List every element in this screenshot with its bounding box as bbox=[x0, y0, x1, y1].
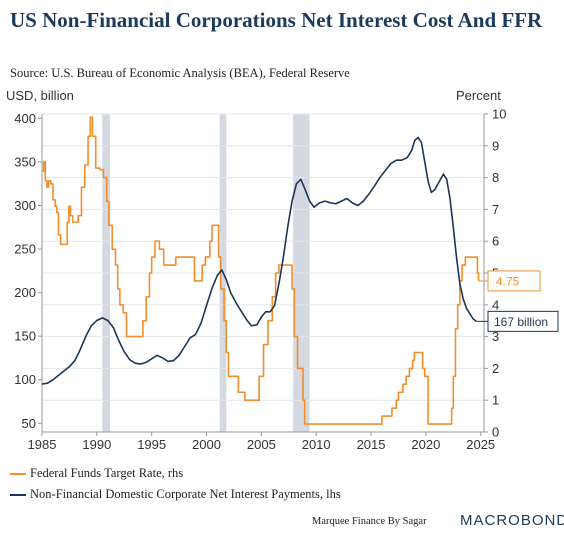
macrobond-logo: MACROBOND bbox=[460, 512, 564, 529]
x-tick-label-1990: 1990 bbox=[82, 437, 111, 452]
right-tick-label-4: 4 bbox=[492, 297, 499, 312]
left-tick-label-100: 100 bbox=[14, 372, 36, 387]
x-tick-label-1995: 1995 bbox=[137, 437, 166, 452]
x-tick-label-2005: 2005 bbox=[247, 437, 276, 452]
legend-label-interest: Non-Financial Domestic Corporate Net Int… bbox=[30, 487, 341, 501]
left-tick-label-400: 400 bbox=[14, 111, 36, 126]
x-tick-label-2000: 2000 bbox=[192, 437, 221, 452]
legend-swatch-interest bbox=[10, 493, 26, 496]
right-tick-label-10: 10 bbox=[492, 107, 506, 122]
interest-end-label: 167 billion bbox=[494, 315, 548, 329]
ffr-end-box bbox=[487, 270, 541, 292]
left-tick-label-250: 250 bbox=[14, 242, 36, 257]
x-tick-label-2010: 2010 bbox=[302, 437, 331, 452]
legend-swatch-ffr bbox=[10, 472, 26, 475]
x-tick-label-2025: 2025 bbox=[466, 437, 495, 452]
chart-source: Source: U.S. Bureau of Economic Analysis… bbox=[10, 66, 350, 80]
left-tick-label-50: 50 bbox=[22, 416, 36, 431]
chart-title: US Non-Financial Corporations Net Intere… bbox=[10, 8, 543, 32]
right-tick-label-8: 8 bbox=[492, 170, 499, 185]
x-tick-label-2015: 2015 bbox=[357, 437, 386, 452]
right-tick-label-9: 9 bbox=[492, 138, 499, 153]
interest-payments-line bbox=[41, 136, 477, 385]
ffr-end-label: 4.75 bbox=[496, 274, 520, 288]
x-tick-label-2020: 2020 bbox=[411, 437, 440, 452]
right-tick-label-2: 2 bbox=[492, 361, 499, 376]
right-tick-label-6: 6 bbox=[492, 234, 499, 249]
interest-end-box bbox=[487, 310, 559, 332]
right-tick-label-3: 3 bbox=[492, 329, 499, 344]
right-tick-label-7: 7 bbox=[492, 202, 499, 217]
legend-item-interest: Non-Financial Domestic Corporate Net Int… bbox=[10, 487, 341, 502]
left-tick-label-350: 350 bbox=[14, 154, 36, 169]
legend-item-ffr: Federal Funds Target Rate, rhs bbox=[10, 466, 183, 481]
left-axis-unit-label: USD, billion bbox=[6, 88, 74, 103]
right-tick-label-0: 0 bbox=[492, 425, 499, 440]
left-tick-label-200: 200 bbox=[14, 285, 36, 300]
left-tick-label-300: 300 bbox=[14, 198, 36, 213]
left-tick-label-150: 150 bbox=[14, 329, 36, 344]
legend-label-ffr: Federal Funds Target Rate, rhs bbox=[30, 466, 184, 480]
right-axis-unit-label: Percent bbox=[456, 88, 501, 103]
right-tick-label-1: 1 bbox=[492, 393, 499, 408]
x-tick-label-1985: 1985 bbox=[28, 437, 57, 452]
ffr-line bbox=[42, 116, 480, 425]
footer-credit: Marquee Finance By Sagar bbox=[312, 516, 427, 527]
